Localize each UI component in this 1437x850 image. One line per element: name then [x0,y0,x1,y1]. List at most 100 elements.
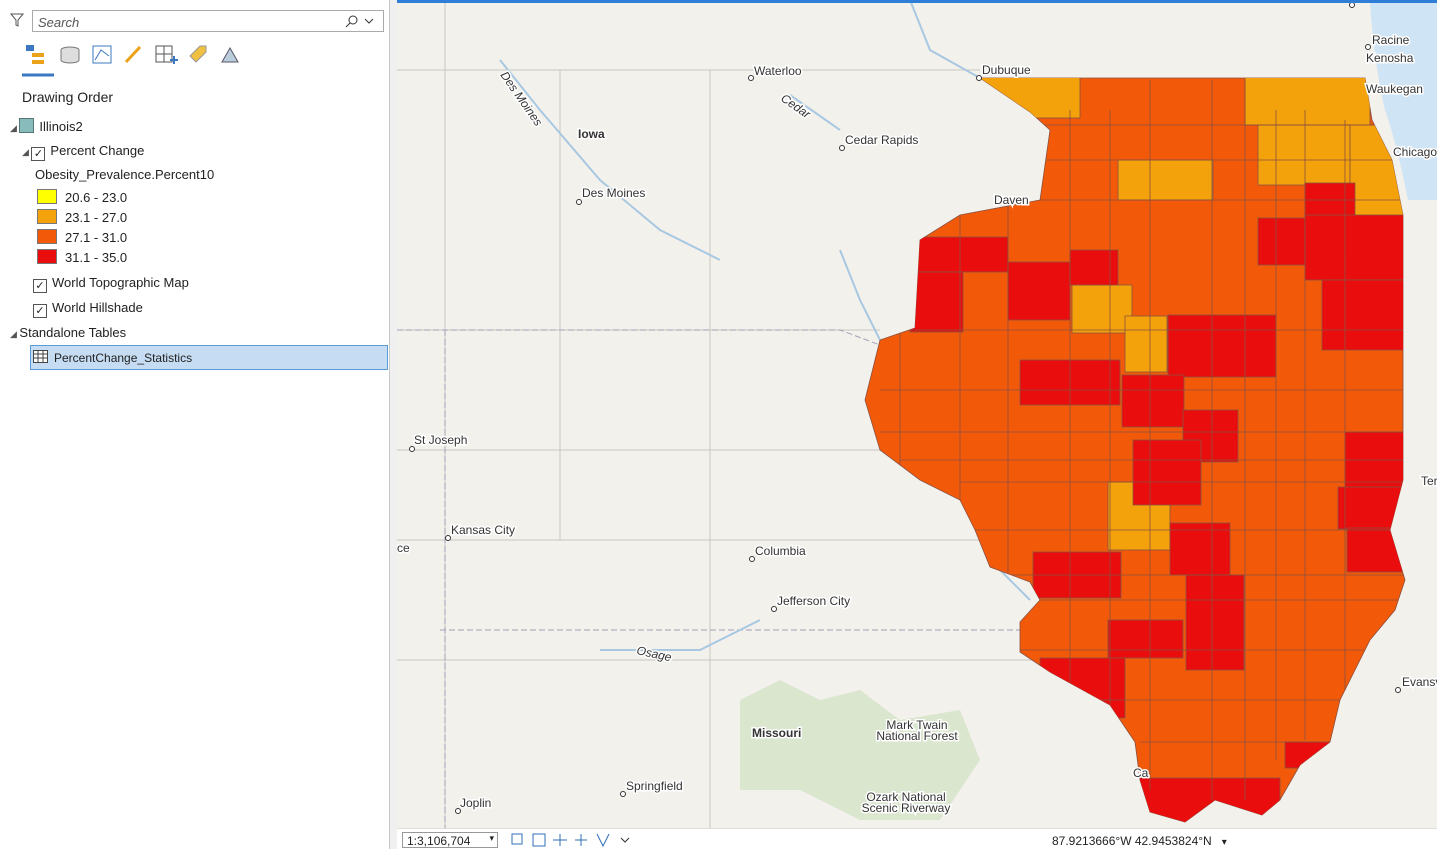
legend-field: Obesity_Prevalence.Percent10 [35,167,215,182]
county [1007,261,1071,321]
contents-pane: Search Drawing Order ◢ Illinois2 ◢ ✓ Perc… [0,0,390,849]
park-label: Mark Twain National Forest [876,718,958,743]
list-by-snapping[interactable] [155,45,178,64]
place-label: Cedar Rapids [845,133,918,147]
legend-item: 20.6 - 23.0 [37,189,127,205]
county [909,271,964,333]
county [909,236,1009,273]
legend-item: 23.1 - 27.0 [37,209,127,225]
tables-heading[interactable]: ◢ Standalone Tables [10,325,127,340]
search-icons [345,15,374,28]
legend-label: 31.1 - 35.0 [65,250,128,265]
list-by-labeling[interactable] [189,45,207,63]
list-by-drawing-order[interactable] [22,45,54,77]
place-label: Chicago [1393,145,1437,159]
coordinates-text: 87.9213666°W 42.9453824°N [1052,834,1212,848]
county [1244,78,1371,126]
place-label: Jefferson City [777,594,850,608]
legend-swatch [37,229,57,244]
list-by-source[interactable] [60,46,80,64]
legend-item: 31.1 - 35.0 [37,249,127,265]
county [1071,284,1133,334]
map-labels: Waterloo Dubuque Racine Kenosha Waukegan… [397,2,1437,817]
county [1069,249,1119,286]
label-line: National Forest [876,729,958,743]
scale-box[interactable]: 1:3,106,704 ▾ [402,832,498,848]
place-label: Ter [1421,474,1437,488]
search-placeholder: Search [38,15,80,30]
park-label: Ozark National Scenic Riverway [862,790,951,815]
map-view[interactable]: Waterloo Dubuque Racine Kenosha Waukegan… [397,0,1437,828]
county [1344,431,1405,488]
toolbar [22,45,239,77]
legend-swatch [37,249,57,264]
place-label: Joplin [460,796,491,810]
county [1167,314,1277,378]
county [1304,214,1405,281]
list-by-selection[interactable] [92,45,112,64]
label-line: Mark Twain [886,718,947,732]
status-tools[interactable] [509,832,639,848]
county [1257,124,1351,186]
search-box[interactable]: Search [32,10,384,32]
status-bar: 1:3,106,704 ▾ 87.9213666°W 42.9453824°N ▾ [397,828,1437,850]
place-label: Springfield [626,779,683,793]
place-label: Dubuque [982,63,1031,77]
place-label: Daven [994,193,1029,207]
place-label: Waukegan [1366,82,1423,96]
place-label: Kenosha [1366,51,1414,65]
forests [740,680,980,820]
legend-label: 27.1 - 31.0 [65,230,128,245]
tables-heading-text: Standalone Tables [19,325,127,340]
legend-label: 23.1 - 27.0 [65,210,128,225]
label-line: Ozark National [866,790,945,804]
state-borders [397,329,1020,828]
list-by-perspective[interactable] [221,46,239,63]
county [1257,217,1307,266]
lake-michigan [1370,0,1437,200]
legend-swatch [37,189,57,204]
heading: Drawing Order [22,89,114,105]
active-view-bar [397,0,1437,3]
rivers [499,0,1031,651]
coordinates: 87.9213666°W 42.9453824°N ▾ [1052,834,1227,848]
place-label: Des Moines [582,186,645,200]
label-line: Scenic Riverway [862,801,951,815]
legend-swatch [37,209,57,224]
place-label: Evansv [1402,675,1437,689]
county [1107,619,1184,659]
county [1117,159,1214,201]
region-label: Missouri [752,726,801,740]
layer[interactable]: ✓ World Topographic Map [33,275,189,293]
place-label: Columbia [755,544,806,558]
county [1304,182,1356,219]
county [1132,439,1202,506]
county [1321,279,1405,351]
region-label: Iowa [578,127,605,141]
map-name: Illinois2 [39,119,83,134]
scale: 1:3,106,704 [407,834,471,848]
filter-icon[interactable] [9,12,25,28]
legend-label: 20.6 - 23.0 [65,190,128,205]
list-by-editing[interactable] [124,45,142,64]
place-label: Racine [1372,33,1410,47]
legend-item: 27.1 - 31.0 [37,229,127,245]
place-label: Ca [1133,766,1149,780]
map-node[interactable]: ◢ Illinois2 [10,118,83,134]
county [1124,315,1168,373]
layer-name: Percent Change [50,143,145,158]
layer[interactable]: ◢ ✓ Percent Change [22,143,145,161]
county [1169,522,1231,576]
place-label: Kansas City [451,523,515,537]
county [1185,574,1245,671]
layer-name: World Hillshade [52,300,143,315]
layer-name: World Topographic Map [52,275,189,290]
place-label: ce [397,541,410,555]
place-label: St Joseph [414,433,467,447]
table-row[interactable]: PercentChange_Statistics [30,345,388,370]
county [1121,374,1185,428]
layer[interactable]: ✓ World Hillshade [33,300,143,318]
place-label: Waterloo [754,64,802,78]
splitter[interactable] [390,0,397,849]
